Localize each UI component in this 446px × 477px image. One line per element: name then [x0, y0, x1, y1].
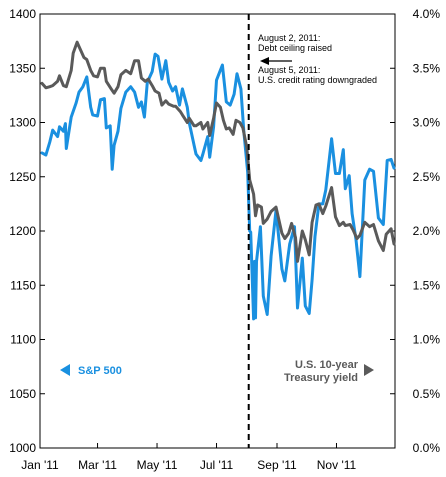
left-y-tick-label: 1350 — [9, 61, 36, 75]
annotation-arrow-icon — [260, 57, 292, 65]
annotation-debt-ceiling-line-1: August 2, 2011: — [258, 33, 320, 43]
left-y-tick-label: 1400 — [9, 7, 36, 21]
legend-treasury-label-line-2: Treasury yield — [284, 372, 358, 384]
x-tick-label: Nov '11 — [317, 458, 357, 472]
right-y-tick-label: 0.0% — [413, 441, 441, 455]
annotation-downgrade: August 5, 2011: U.S. credit rating downg… — [258, 65, 377, 85]
annotation-downgrade-line-2: U.S. credit rating downgraded — [258, 75, 377, 85]
legend-sp500-label: S&P 500 — [78, 365, 122, 377]
x-axis: Jan '11 Mar '11 May '11 Jul '11 Sep '11 Nov '… — [21, 443, 357, 472]
left-y-tick-label: 1050 — [9, 387, 36, 401]
legend-sp500-arrow-icon — [60, 364, 70, 376]
x-tick-label: Sep '11 — [257, 458, 297, 472]
annotation-debt-ceiling-line-2: Debt ceiling raised — [258, 43, 332, 53]
left-y-tick-label: 1300 — [9, 116, 36, 130]
annotation-debt-ceiling: August 2, 2011: Debt ceiling raised — [258, 33, 332, 53]
left-y-tick-label: 1100 — [10, 333, 36, 347]
right-y-tick-label: 2.0% — [413, 224, 441, 238]
right-y-tick-label: 2.5% — [413, 170, 441, 184]
right-y-tick-label: 3.0% — [413, 116, 441, 130]
left-y-tick-label: 1250 — [9, 170, 36, 184]
left-y-tick-label: 1200 — [9, 224, 36, 238]
x-tick-label: Jul '11 — [200, 458, 234, 472]
series-lines — [40, 40, 396, 321]
right-y-tick-label: 0.5% — [413, 387, 441, 401]
right-y-tick-label: 1.5% — [413, 278, 441, 292]
legend-treasury: U.S. 10-year Treasury yield — [284, 359, 374, 384]
legend-sp500: S&P 500 — [60, 364, 122, 377]
x-tick-label: May '11 — [137, 458, 178, 472]
right-y-tick-label: 3.5% — [413, 61, 441, 75]
annotation-downgrade-line-1: August 5, 2011: — [258, 65, 320, 75]
sp500-line — [40, 52, 396, 321]
treasury-yield-line — [40, 40, 396, 263]
left-y-axis: 1000 1050 1100 1150 1200 1250 1300 1350 1400 — [9, 7, 45, 455]
right-y-tick-label: 1.0% — [413, 333, 441, 347]
right-y-axis: 0.0% 0.5% 1.0% 1.5% 2.0% 2.5% 3.0% 3.5% 4.0% — [390, 7, 440, 455]
x-tick-label: Mar '11 — [78, 458, 117, 472]
left-y-tick-label: 1150 — [10, 278, 36, 292]
right-y-tick-label: 4.0% — [413, 7, 441, 21]
left-y-tick-label: 1000 — [9, 441, 36, 455]
x-tick-label: Jan '11 — [21, 458, 59, 472]
legend-treasury-arrow-icon — [364, 364, 374, 376]
legend-treasury-label-line-1: U.S. 10-year — [295, 359, 359, 371]
